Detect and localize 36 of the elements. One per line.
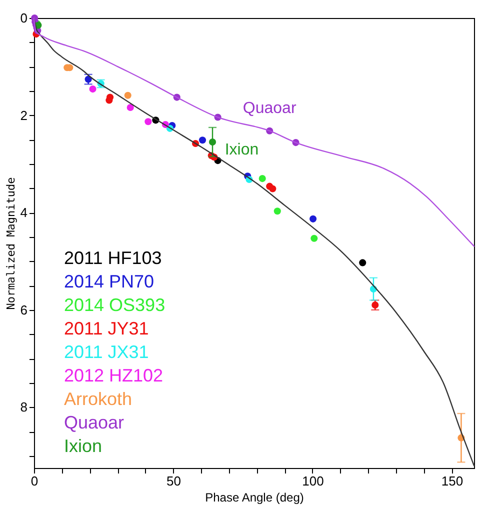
x-axis-title: Phase Angle (deg) [205,490,304,504]
text: 2012 HZ102 [64,366,164,386]
text: Ixion [64,436,102,456]
point [359,259,366,266]
text: 2014 PN70 [64,272,154,292]
y-tick-label: 6 [20,302,28,318]
point [144,118,152,126]
text: 2011 JY31 [64,318,149,338]
x-tick-label: 100 [302,474,324,488]
y-tick-label: 0 [20,10,28,26]
point [258,175,266,182]
annotation: Quaoar [242,100,297,117]
point [310,215,317,222]
point [269,185,276,192]
x-tick-label: 50 [166,474,181,488]
text: 2011 JX31 [64,342,149,362]
annotation: Ixion [224,142,259,159]
point [198,136,206,144]
point [89,86,96,93]
point [274,208,281,215]
text: 2011 HF103 [64,248,162,268]
y-tick-label: 8 [20,400,28,415]
x-tick-label: 150 [441,474,464,488]
text: Quaoar [64,412,124,432]
y-axis-title: Normalized Magnitude [4,177,18,310]
point [310,234,318,242]
x-tick-label: 0 [30,474,38,488]
point [208,138,216,146]
y-tick-label: 2 [20,108,28,123]
point [126,104,134,112]
y-tick-label: 4 [20,205,28,220]
point [372,302,379,309]
text: 2014 OS393 [64,295,166,315]
point [124,92,132,99]
text: Arrokoth [64,389,132,409]
point [106,94,114,101]
